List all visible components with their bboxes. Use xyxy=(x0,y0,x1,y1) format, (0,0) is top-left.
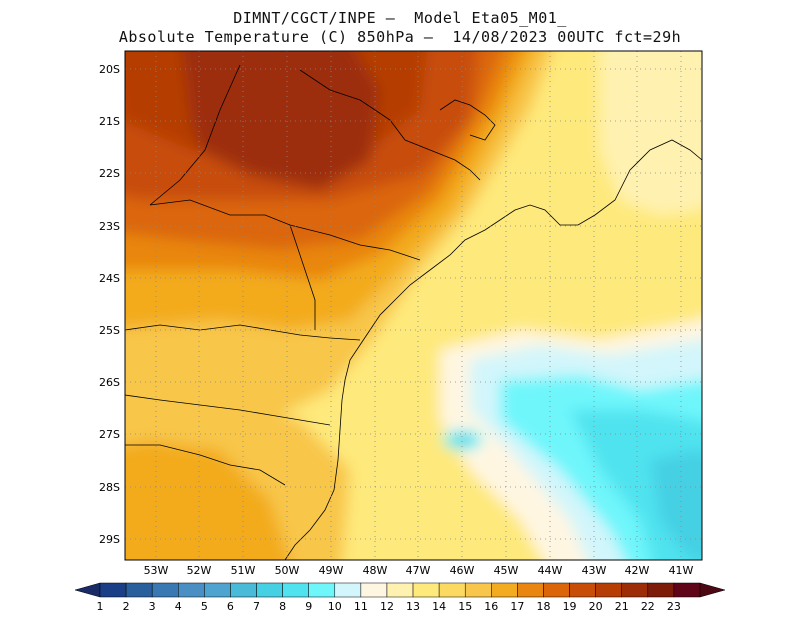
colorbar-label: 15 xyxy=(458,600,472,613)
coastlines-and-borders xyxy=(125,64,702,560)
lon-label: 45W xyxy=(494,564,519,577)
lat-label: 23S xyxy=(99,220,120,233)
colorbar-swatch xyxy=(125,582,153,598)
colorbar-label: 4 xyxy=(175,600,182,613)
colorbar-swatch xyxy=(543,582,570,598)
state-border-pr-sc xyxy=(125,324,361,341)
colorbar-swatch xyxy=(360,582,388,598)
colorbar-swatch xyxy=(464,582,492,598)
colorbar-swatch xyxy=(517,582,544,598)
colorbar-swatch xyxy=(151,582,179,598)
colorbar-label: 2 xyxy=(123,600,130,613)
colorbar-under-arrow xyxy=(74,582,101,598)
colorbar-label: 1 xyxy=(97,600,104,613)
colorbar-label: 9 xyxy=(305,600,312,613)
colorbar-swatch xyxy=(308,582,336,598)
colorbar-swatch xyxy=(334,582,362,598)
colorbar-label: 20 xyxy=(589,600,603,613)
lon-label: 44W xyxy=(538,564,563,577)
colorbar-swatch xyxy=(438,582,466,598)
lon-label: 42W xyxy=(625,564,650,577)
map-title-line-1: DIMNT/CGCT/INPE — Model Eta05_M01_ xyxy=(233,9,567,27)
colorbar-swatch xyxy=(491,582,518,598)
border-argentina xyxy=(125,444,286,486)
colorbar-label: 5 xyxy=(201,600,208,613)
colorbar-swatch xyxy=(647,582,675,598)
colorbar-label: 11 xyxy=(354,600,368,613)
lon-label: 46W xyxy=(450,564,475,577)
lat-label: 25S xyxy=(99,324,120,337)
colorbar-label: 12 xyxy=(380,600,394,613)
colorbar-label: 13 xyxy=(406,600,420,613)
river-parana xyxy=(149,64,241,206)
colorbar-label: 8 xyxy=(279,600,286,613)
state-border-sc-rs xyxy=(125,394,331,426)
lat-label: 20S xyxy=(99,63,120,76)
map-title-line-2: Absolute Temperature (C) 850hPa — 14/08/… xyxy=(118,28,682,46)
colorbar-swatch xyxy=(178,582,205,598)
colorbar-label: 16 xyxy=(484,600,498,613)
colorbar: 1 2 3 4 5 6 7 8 9 10 11 12 13 14 15 16 17 18 19 20 21 22 23 xyxy=(74,582,726,613)
reservoir xyxy=(439,99,496,141)
colorbar-swatch xyxy=(595,582,622,598)
lon-label: 53W xyxy=(144,564,169,577)
lon-label: 50W xyxy=(275,564,300,577)
colorbar-label: 18 xyxy=(536,600,550,613)
colorbar-over-arrow xyxy=(699,582,726,598)
lat-label: 27S xyxy=(99,428,120,441)
latitude-axis: 20S 21S 22S 23S 24S 25S 26S 27S 28S 29S xyxy=(99,63,120,546)
colorbar-swatch xyxy=(621,582,649,598)
colorbar-label: 17 xyxy=(510,600,524,613)
colorbar-swatch xyxy=(412,582,440,598)
lon-label: 47W xyxy=(406,564,431,577)
colorbar-label: 6 xyxy=(227,600,234,613)
map-frame xyxy=(124,50,703,561)
lon-label: 49W xyxy=(319,564,344,577)
colorbar-label: 10 xyxy=(328,600,342,613)
colorbar-label: 3 xyxy=(149,600,156,613)
lat-label: 29S xyxy=(99,533,120,546)
colorbar-label: 14 xyxy=(432,600,446,613)
lon-label: 41W xyxy=(669,564,694,577)
colorbar-label: 19 xyxy=(563,600,577,613)
temperature-field xyxy=(125,51,702,560)
lat-label: 24S xyxy=(99,272,120,285)
colorbar-swatch xyxy=(99,582,127,598)
lon-label: 48W xyxy=(363,564,388,577)
lat-label: 26S xyxy=(99,376,120,389)
colorbar-swatch xyxy=(204,582,231,598)
state-border-mg-sp xyxy=(299,69,481,181)
lon-label: 52W xyxy=(187,564,212,577)
colorbar-label: 21 xyxy=(615,600,629,613)
lat-label: 21S xyxy=(99,115,120,128)
colorbar-label: 22 xyxy=(641,600,655,613)
lon-label: 43W xyxy=(582,564,607,577)
border-paraguay xyxy=(289,224,316,330)
lon-label: 51W xyxy=(231,564,256,577)
colorbar-label: 7 xyxy=(253,600,260,613)
colorbar-swatch xyxy=(386,582,414,598)
coastline xyxy=(284,139,702,560)
colorbar-swatch xyxy=(569,582,596,598)
colorbar-swatch xyxy=(282,582,309,598)
longitude-axis: 53W 52W 51W 50W 49W 48W 47W 46W 45W 44W … xyxy=(144,564,694,577)
lat-label: 22S xyxy=(99,167,120,180)
lat-label: 28S xyxy=(99,481,120,494)
colorbar-label: 23 xyxy=(667,600,681,613)
colorbar-swatch xyxy=(230,582,257,598)
colorbar-swatch xyxy=(256,582,283,598)
colorbar-swatch xyxy=(673,582,701,598)
lat-lon-grid xyxy=(125,51,702,560)
